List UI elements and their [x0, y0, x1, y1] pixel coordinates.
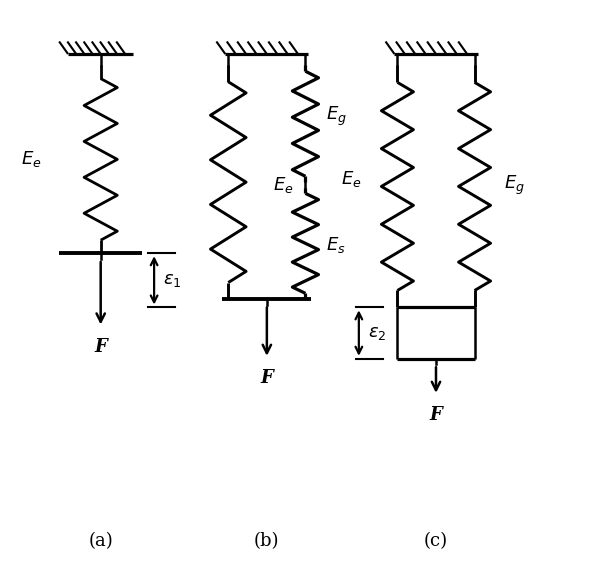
Text: (b): (b): [254, 532, 280, 550]
Text: $\varepsilon_2$: $\varepsilon_2$: [368, 324, 386, 342]
Text: (a): (a): [88, 532, 113, 550]
Text: $E_g$: $E_g$: [504, 174, 525, 197]
Text: $E_g$: $E_g$: [326, 105, 347, 128]
Text: $E_e$: $E_e$: [341, 169, 362, 189]
Text: F: F: [94, 338, 107, 355]
Text: $E_e$: $E_e$: [273, 175, 294, 195]
Text: $E_s$: $E_s$: [326, 235, 346, 255]
Text: F: F: [261, 369, 273, 387]
Text: $E_e$: $E_e$: [20, 150, 41, 170]
Text: (c): (c): [424, 532, 448, 550]
Text: $\varepsilon_1$: $\varepsilon_1$: [163, 271, 181, 289]
Text: F: F: [429, 406, 443, 424]
